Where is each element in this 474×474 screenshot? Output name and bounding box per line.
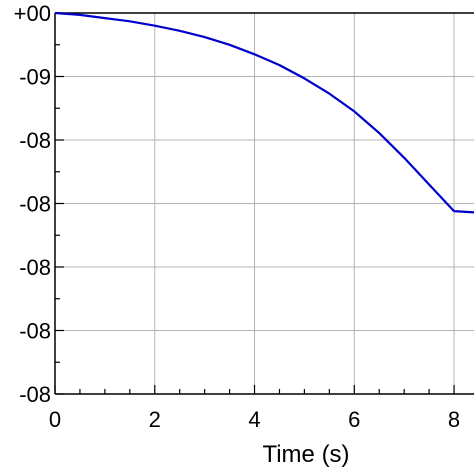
tick-marks (54, 12, 455, 395)
x-tick-label: 6 (348, 407, 360, 432)
y-tick-label: -08 (19, 128, 51, 153)
y-tick-label: -08 (19, 319, 51, 344)
x-tick-label: 0 (49, 407, 61, 432)
x-axis-title: Time (s) (262, 441, 349, 468)
y-tick-label: -08 (19, 255, 51, 280)
x-tick-label: 8 (448, 407, 460, 432)
series-line (54, 11, 474, 214)
y-tick-label: -09 (19, 65, 51, 90)
y-tick-label: -08 (19, 382, 51, 407)
x-tick-label: 2 (149, 407, 161, 432)
x-tick-labels: 0 2 4 6 8 (49, 407, 460, 432)
y-tick-labels: +00 -09 -08 -08 -08 -08 -08 (14, 1, 51, 407)
x-tick-label: 4 (248, 407, 260, 432)
grid (55, 13, 474, 394)
series-layer (54, 11, 474, 214)
y-tick-label: -08 (19, 192, 51, 217)
y-tick-label: +00 (14, 1, 51, 26)
